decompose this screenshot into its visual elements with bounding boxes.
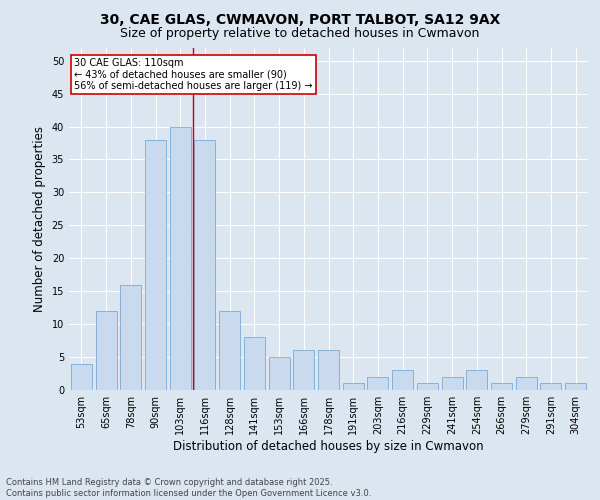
Bar — [565, 384, 586, 390]
Bar — [95, 311, 116, 390]
Bar — [120, 284, 141, 390]
Bar — [516, 377, 537, 390]
Bar — [442, 377, 463, 390]
Bar — [293, 350, 314, 390]
Bar — [343, 384, 364, 390]
Bar — [170, 126, 191, 390]
Bar — [367, 377, 388, 390]
Text: 30 CAE GLAS: 110sqm
← 43% of detached houses are smaller (90)
56% of semi-detach: 30 CAE GLAS: 110sqm ← 43% of detached ho… — [74, 58, 313, 91]
Bar — [392, 370, 413, 390]
Y-axis label: Number of detached properties: Number of detached properties — [33, 126, 46, 312]
X-axis label: Distribution of detached houses by size in Cwmavon: Distribution of detached houses by size … — [173, 440, 484, 453]
Bar — [145, 140, 166, 390]
Bar — [269, 357, 290, 390]
Bar — [491, 384, 512, 390]
Bar — [219, 311, 240, 390]
Text: Size of property relative to detached houses in Cwmavon: Size of property relative to detached ho… — [121, 28, 479, 40]
Bar — [71, 364, 92, 390]
Bar — [244, 338, 265, 390]
Bar — [466, 370, 487, 390]
Bar — [318, 350, 339, 390]
Bar — [541, 384, 562, 390]
Text: 30, CAE GLAS, CWMAVON, PORT TALBOT, SA12 9AX: 30, CAE GLAS, CWMAVON, PORT TALBOT, SA12… — [100, 12, 500, 26]
Bar — [194, 140, 215, 390]
Bar — [417, 384, 438, 390]
Text: Contains HM Land Registry data © Crown copyright and database right 2025.
Contai: Contains HM Land Registry data © Crown c… — [6, 478, 371, 498]
